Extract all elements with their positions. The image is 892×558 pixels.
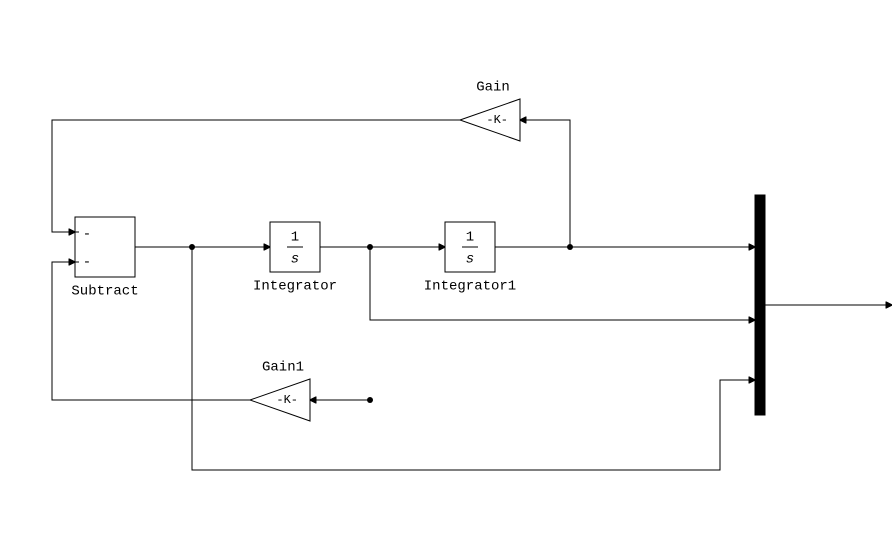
svg-text:1: 1 xyxy=(466,230,474,246)
subtract-label: Subtract xyxy=(71,284,138,300)
integrator1-label: Integrator1 xyxy=(424,279,516,295)
branch-node xyxy=(189,244,195,250)
branch-node xyxy=(567,244,573,250)
branch-node xyxy=(367,397,373,403)
branch-node xyxy=(367,244,373,250)
mux-block xyxy=(755,195,765,415)
gain-label: Gain xyxy=(476,80,510,96)
svg-text:1: 1 xyxy=(291,230,299,246)
svg-text:s: s xyxy=(291,252,299,268)
wire-branch_int1_gain xyxy=(520,120,570,247)
svg-text:-: - xyxy=(83,255,91,271)
svg-text:s: s xyxy=(466,252,474,268)
integrator-block: 1s xyxy=(270,222,320,272)
integrator1-block: 1s xyxy=(445,222,495,272)
subtract-block: -- xyxy=(75,217,135,277)
wire-gain_to_sub1 xyxy=(52,120,460,232)
svg-text:-K-: -K- xyxy=(276,393,298,407)
gain1-block: -K- xyxy=(250,379,310,421)
integrator-label: Integrator xyxy=(253,279,337,295)
svg-text:-K-: -K- xyxy=(486,113,508,127)
svg-text:-: - xyxy=(83,227,91,243)
gain1-label: Gain1 xyxy=(262,360,304,376)
gain-block: -K- xyxy=(460,99,520,141)
wire-gain1_to_sub2 xyxy=(52,262,250,400)
